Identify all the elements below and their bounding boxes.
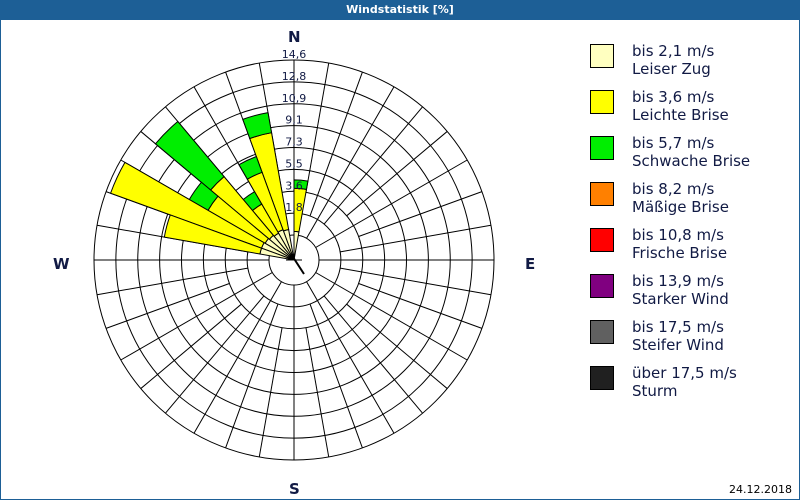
legend-label: Schwache Brise — [632, 152, 751, 170]
legend-range: bis 5,7 m/s — [632, 134, 715, 152]
legend-label: Frische Brise — [632, 244, 728, 262]
legend-swatch — [590, 136, 614, 160]
svg-text:14,6: 14,6 — [282, 48, 307, 61]
legend-range: bis 3,6 m/s — [632, 88, 715, 106]
title-bar: Windstatistik [%] — [0, 0, 800, 20]
legend-label: Mäßige Brise — [632, 198, 729, 216]
svg-text:10,9: 10,9 — [282, 92, 307, 105]
legend-range: bis 17,5 m/s — [632, 318, 724, 336]
legend-swatch — [590, 320, 614, 344]
date-label: 24.12.2018 — [729, 483, 792, 496]
legend-swatch — [590, 228, 614, 252]
svg-text:12,8: 12,8 — [282, 70, 307, 83]
svg-text:1,8: 1,8 — [285, 201, 303, 214]
wind-rose-chart: 1,8 3,6 5,5 7,3 9,1 10,9 12,8 14,6 — [93, 48, 495, 461]
svg-text:9,1: 9,1 — [285, 114, 303, 127]
legend-swatch — [590, 44, 614, 68]
legend-swatch — [590, 90, 614, 114]
legend-swatch — [590, 366, 614, 390]
svg-text:3,6: 3,6 — [285, 179, 303, 192]
legend-label: Sturm — [632, 382, 678, 400]
legend-range: bis 13,9 m/s — [632, 272, 724, 290]
legend-range: bis 2,1 m/s — [632, 42, 715, 60]
legend-label: Starker Wind — [632, 290, 729, 308]
legend-range: bis 8,2 m/s — [632, 180, 715, 198]
legend-label: Steifer Wind — [632, 336, 724, 354]
legend-label: Leichte Brise — [632, 106, 729, 124]
svg-text:7,3: 7,3 — [285, 136, 303, 149]
legend-swatch — [590, 182, 614, 206]
legend-label: Leiser Zug — [632, 60, 711, 78]
compass-n: N — [288, 28, 301, 46]
compass-w: W — [53, 255, 70, 273]
compass-e: E — [525, 255, 536, 273]
svg-text:5,5: 5,5 — [285, 157, 303, 170]
legend-range: bis 10,8 m/s — [632, 226, 724, 244]
compass-s: S — [289, 480, 300, 498]
legend-range: über 17,5 m/s — [632, 364, 737, 382]
legend-swatch — [590, 274, 614, 298]
